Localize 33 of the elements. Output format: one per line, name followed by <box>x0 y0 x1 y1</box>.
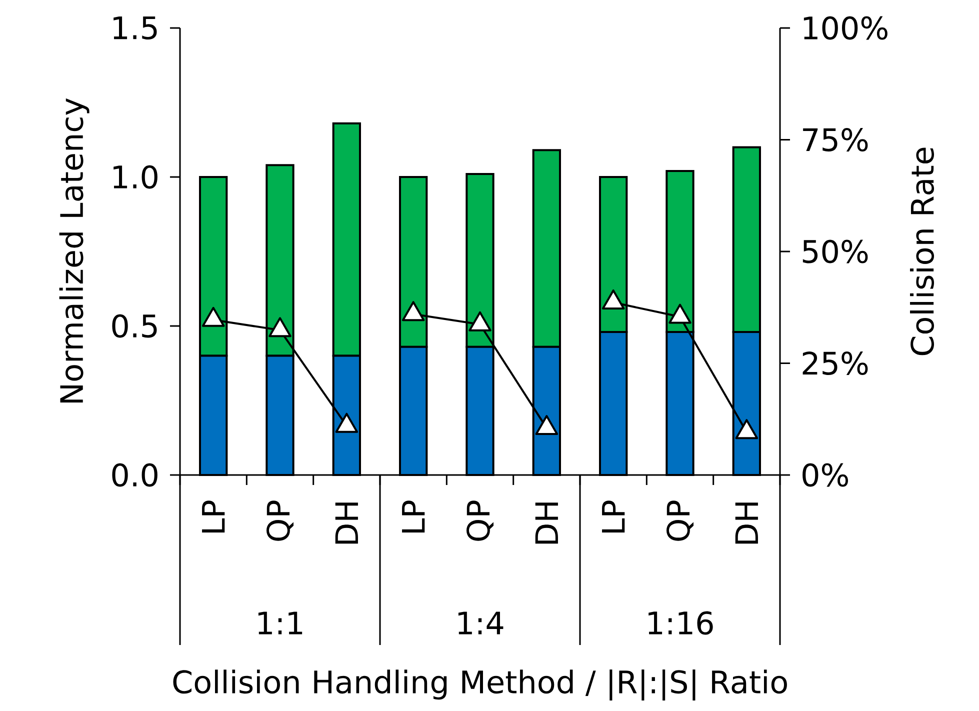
x-tick-label: QP <box>666 500 694 541</box>
point <box>735 419 758 440</box>
x-tick-label: LP <box>202 500 225 533</box>
y-tick-label: 0.0 <box>112 463 158 487</box>
x-tick-label: DH <box>535 502 558 544</box>
point <box>668 304 692 324</box>
y-tick-label: 1.0 <box>114 165 158 189</box>
text: 1:4 <box>458 612 504 634</box>
x-tick-label: DH <box>735 502 758 544</box>
x-tick-label: QP <box>466 500 494 541</box>
y-tick-label: 1.5 <box>114 16 157 40</box>
x-tick-label: QP <box>266 500 294 541</box>
x-tick-label: LP <box>602 500 625 533</box>
x-tick-label: DH <box>335 502 358 544</box>
x-tick-label: LP <box>402 500 425 533</box>
y2-tick-label: 0% <box>802 463 848 487</box>
point <box>402 301 425 322</box>
y2-axis-title: Collision Rate <box>910 148 934 356</box>
text: 1:16 <box>648 611 713 635</box>
y-axis-title: Normalized Latency <box>59 98 90 403</box>
point <box>602 290 625 310</box>
y2-tick-label: 50% <box>802 240 868 264</box>
y-tick-label: 0.5 <box>112 314 157 338</box>
y2-tick-label: 25% <box>802 352 868 376</box>
y2-tick-label: 75% <box>803 128 868 152</box>
point <box>268 317 292 338</box>
point <box>468 311 492 332</box>
x-axis-title: Collision Handling Method / |R|:|S| Ratio <box>173 670 787 701</box>
text: 1:1 <box>258 612 302 634</box>
point <box>535 415 558 436</box>
point <box>202 306 225 327</box>
y2-tick-label: 100% <box>804 16 888 40</box>
point <box>335 412 358 433</box>
